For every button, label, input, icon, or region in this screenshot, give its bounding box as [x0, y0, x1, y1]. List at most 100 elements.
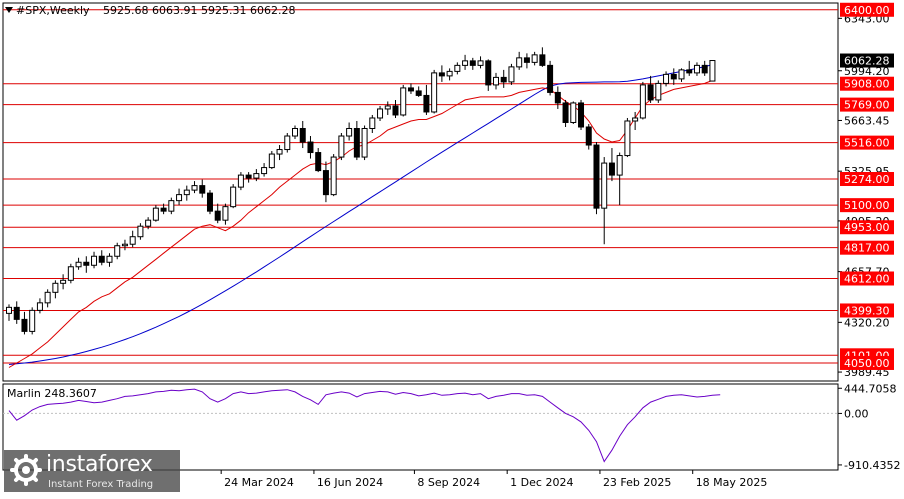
candle-body	[114, 245, 121, 257]
candle	[106, 253, 113, 267]
candle	[562, 99, 569, 127]
candle-body	[253, 173, 260, 179]
level-label-text: 4817.00	[844, 242, 890, 255]
candle-body	[655, 82, 662, 101]
candle	[222, 203, 229, 225]
candle-body	[152, 207, 159, 221]
time-tick-label: 16 Jun 2024	[317, 476, 383, 489]
candle	[44, 289, 51, 308]
candle-body	[578, 102, 585, 128]
candle-body	[176, 194, 183, 202]
candle	[508, 63, 515, 85]
level-lines	[3, 9, 838, 364]
candle	[578, 99, 585, 131]
level-label: 6400.00	[840, 2, 894, 17]
candle	[36, 298, 43, 314]
candle	[98, 250, 105, 266]
level-label-text: 5769.00	[844, 99, 890, 112]
price-tick-label: 5663.45	[844, 114, 890, 127]
level-label-text: 5908.00	[844, 78, 890, 91]
candle-body	[21, 318, 28, 332]
time-tick-label: 8 Sep 2024	[417, 476, 480, 489]
candle-body	[462, 60, 469, 66]
candle-body	[75, 261, 82, 268]
candles	[6, 47, 716, 335]
main-plot-frame	[2, 2, 839, 382]
candle-body	[315, 152, 322, 172]
candle-body	[670, 73, 677, 80]
candle-body	[431, 72, 438, 113]
indicator-tick-label: 0.00	[844, 407, 869, 420]
ma-short-line	[8, 79, 713, 368]
candle-body	[377, 108, 384, 119]
candle-body	[245, 174, 252, 179]
candle	[616, 152, 623, 206]
candle-body	[523, 57, 530, 63]
candle-body	[91, 255, 98, 266]
candle	[137, 223, 144, 240]
candle	[639, 81, 646, 120]
candle	[477, 56, 484, 69]
candle-body	[268, 153, 275, 169]
level-label-text: 5274.00	[844, 173, 890, 186]
time-tick-label: 18 May 2025	[696, 476, 768, 489]
candle-body	[183, 189, 190, 196]
candle-body	[485, 60, 492, 86]
current-price-text: 6062.28	[844, 55, 890, 68]
current-price-label: 6062.28	[840, 53, 894, 68]
candle	[237, 172, 244, 191]
candle	[199, 179, 206, 198]
candle	[377, 105, 384, 121]
candle	[670, 68, 677, 85]
candle	[384, 101, 391, 115]
candle	[183, 185, 190, 201]
candle-body	[353, 127, 360, 158]
level-label-bg	[840, 220, 894, 235]
candle-body	[338, 135, 345, 158]
candle	[253, 169, 260, 182]
level-label: 4612.00	[840, 271, 894, 286]
candle-body	[346, 127, 353, 137]
candle-body	[145, 219, 152, 227]
oscillator-line	[8, 388, 721, 463]
candle	[346, 122, 353, 141]
level-label: 4817.00	[840, 240, 894, 255]
candle-body	[67, 266, 74, 281]
candle-body	[129, 236, 136, 245]
candle-body	[601, 162, 608, 209]
level-label: 5516.00	[840, 135, 894, 150]
indicator-tick-label: -910.4352	[844, 459, 900, 472]
candle-body	[222, 206, 229, 221]
candle-body	[454, 64, 461, 72]
ohlc-label: 5925.68 6063.91 5925.31 6062.28	[103, 4, 295, 17]
level-label: 5274.00	[840, 171, 894, 186]
time-tick-label: 23 Feb 2025	[603, 476, 671, 489]
candle-body	[608, 162, 615, 176]
candle-body	[438, 72, 445, 77]
candle-body	[137, 225, 144, 238]
candle	[663, 71, 670, 87]
candle	[268, 151, 275, 170]
time-axis: 24 Mar 2024 16 Jun 2024 8 Sep 2024 1 Dec 20…	[220, 470, 768, 489]
candle	[176, 188, 183, 206]
indicator-plot-frame	[2, 383, 839, 471]
candle-body	[632, 117, 639, 122]
candle	[129, 230, 136, 248]
candle	[570, 101, 577, 124]
candle-body	[477, 60, 484, 66]
candle	[547, 60, 554, 96]
candle	[415, 86, 422, 97]
level-label-text: 4953.00	[844, 221, 890, 234]
candle	[292, 125, 299, 140]
candle-body	[469, 60, 476, 66]
watermark: instaforex Instant Forex Trading	[4, 450, 180, 492]
candle-body	[492, 76, 499, 86]
candle	[454, 62, 461, 75]
candle-body	[6, 306, 12, 314]
candle-body	[547, 64, 554, 93]
candle	[469, 57, 476, 70]
candle	[230, 184, 237, 209]
candle-body	[554, 91, 561, 104]
